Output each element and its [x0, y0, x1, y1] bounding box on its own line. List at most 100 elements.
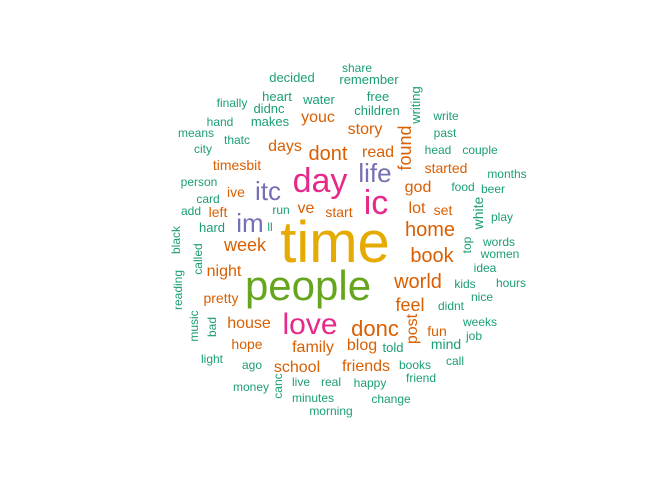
cloud-word: day [293, 162, 348, 200]
cloud-word: ive [227, 184, 245, 200]
cloud-word: life [358, 158, 391, 188]
cloud-word: time [280, 210, 390, 275]
cloud-word: write [432, 109, 459, 123]
cloud-word: change [371, 392, 411, 406]
cloud-word: ll [267, 220, 272, 234]
cloud-word: couple [462, 143, 498, 157]
cloud-word: house [227, 315, 271, 332]
cloud-word: reading [171, 270, 185, 310]
cloud-word: story [348, 121, 383, 138]
cloud-word: idea [474, 261, 497, 275]
cloud-word: writing [408, 86, 423, 125]
cloud-word: post [404, 313, 421, 344]
cloud-word: people [245, 262, 371, 309]
cloud-word: white [470, 196, 486, 230]
cloud-word: world [393, 271, 442, 293]
cloud-word: pretty [203, 290, 238, 306]
cloud-word: thatc [224, 133, 250, 147]
cloud-word: minutes [292, 391, 334, 405]
cloud-word: timesbit [213, 157, 261, 173]
cloud-word: hope [231, 336, 262, 352]
cloud-word: set [434, 202, 453, 218]
cloud-word: started [425, 160, 468, 176]
cloud-word: call [446, 354, 464, 368]
cloud-word: ago [242, 358, 262, 372]
cloud-word: women [480, 247, 520, 261]
cloud-word: past [434, 126, 457, 140]
cloud-word: nice [471, 290, 493, 304]
cloud-word: didnc [253, 101, 285, 116]
cloud-word: bad [205, 317, 219, 337]
cloud-word: music [187, 310, 201, 341]
cloud-word: book [410, 245, 454, 267]
cloud-word: live [292, 375, 310, 389]
cloud-word: god [405, 179, 432, 196]
cloud-word: job [465, 329, 482, 343]
cloud-word: dont [309, 143, 348, 165]
cloud-word: itc [255, 176, 281, 206]
cloud-word: family [292, 339, 334, 356]
cloud-word: days [268, 138, 302, 155]
cloud-word: school [274, 359, 320, 376]
cloud-word: found [395, 125, 415, 170]
cloud-word: home [405, 219, 455, 241]
cloud-word: weeks [462, 315, 497, 329]
cloud-word: donc [351, 316, 399, 341]
cloud-word: city [194, 142, 212, 156]
cloud-word: real [321, 375, 341, 389]
cloud-word: im [236, 208, 263, 238]
cloud-word: top [460, 236, 474, 253]
cloud-word: friend [406, 371, 436, 385]
cloud-word: remember [339, 72, 399, 87]
cloud-word: card [196, 192, 219, 206]
cloud-word: water [302, 92, 335, 107]
cloud-word: children [354, 103, 400, 118]
cloud-word: play [491, 210, 513, 224]
cloud-word: fun [427, 323, 446, 339]
cloud-word: feel [395, 295, 424, 315]
cloud-word: hard [199, 220, 225, 235]
cloud-word: means [178, 126, 214, 140]
cloud-word: person [181, 175, 218, 189]
cloud-word: didnt [438, 299, 465, 313]
cloud-word: months [487, 167, 526, 181]
cloud-word: morning [309, 404, 352, 418]
cloud-word: run [272, 203, 289, 217]
cloud-word: black [169, 225, 183, 254]
cloud-word: friends [342, 358, 390, 375]
cloud-word: ic [364, 184, 389, 222]
cloud-word: money [233, 380, 269, 394]
cloud-word: beer [481, 182, 505, 196]
cloud-word: night [207, 263, 242, 280]
cloud-word: read [362, 144, 394, 161]
cloud-word: start [325, 204, 352, 220]
cloud-word: makes [251, 114, 290, 129]
cloud-word: called [191, 243, 205, 274]
cloud-word: decided [269, 70, 315, 85]
cloud-word: left [209, 204, 228, 220]
cloud-word: youc [301, 109, 335, 126]
cloud-word: hours [496, 276, 526, 290]
cloud-word: week [223, 235, 267, 255]
cloud-word: canc [271, 373, 285, 398]
cloud-word: food [451, 180, 474, 194]
cloud-word: head [425, 143, 452, 157]
cloud-word: heart [262, 89, 292, 104]
cloud-word: blog [347, 337, 377, 354]
cloud-word: ve [298, 200, 315, 217]
cloud-word: happy [354, 376, 387, 390]
cloud-word: finally [217, 96, 248, 110]
cloud-word: lot [409, 200, 426, 217]
cloud-word: love [282, 308, 337, 341]
cloud-word: light [201, 352, 224, 366]
cloud-word: hand [207, 115, 234, 129]
cloud-word: free [367, 89, 389, 104]
cloud-word: mind [431, 336, 461, 352]
cloud-word: kids [454, 277, 475, 291]
cloud-word: add [181, 204, 201, 218]
cloud-word: share [342, 61, 372, 75]
cloud-word: words [482, 235, 515, 249]
cloud-word: books [399, 358, 431, 372]
